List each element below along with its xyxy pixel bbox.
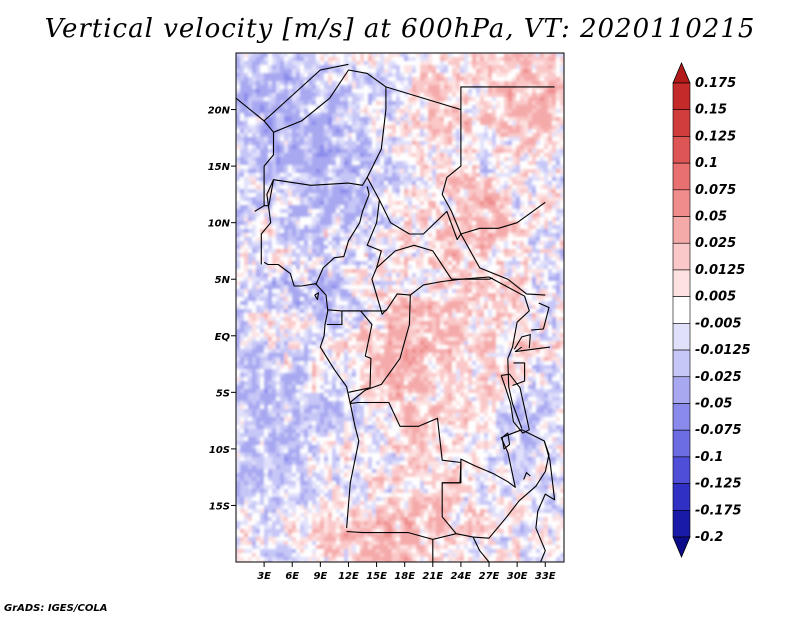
border-line [260, 179, 275, 265]
colorbar-swatch [672, 162, 691, 191]
colorbar-label: -0.2 [695, 530, 723, 545]
border-line [341, 310, 373, 393]
colorbar-swatch [672, 296, 691, 324]
border-line [531, 302, 550, 331]
colorbar-label: 0.075 [695, 183, 736, 198]
lat-tick-label: 10S [209, 445, 230, 456]
border-line [460, 201, 546, 235]
lat-tick-label: 10N [208, 219, 231, 230]
colorbar-swatch [672, 189, 691, 217]
colorbar-label: 0.005 [695, 290, 736, 305]
lat-tick-label: 5N [215, 275, 231, 286]
colorbar-swatch [672, 136, 691, 164]
border-line [263, 63, 349, 122]
latitude-axis: 20N 15N 10N 5N EQ 5S 10S 15S [208, 106, 236, 512]
colorbar-swatch [672, 509, 691, 538]
lon-tick-label: 12E [338, 571, 359, 582]
border-line [263, 261, 360, 529]
colorbar-label: 0.05 [695, 210, 727, 225]
lon-tick-label: 15E [366, 571, 387, 582]
longitude-axis: 3E 6E 9E 12E 15E 18E 21E 24E 27E 30E 33E [257, 562, 556, 582]
colorbar-label: -0.125 [695, 477, 742, 492]
colorbar-swatch [672, 429, 691, 458]
border-line [376, 244, 493, 280]
border-line [349, 293, 411, 405]
vertical-velocity-field [236, 53, 564, 562]
colorbar-label: 0.175 [695, 76, 736, 91]
border-line [512, 362, 526, 387]
lon-tick-label: 21E [422, 571, 443, 582]
border-line [366, 177, 387, 315]
colorbar-swatch [672, 109, 691, 137]
colorbar-label: -0.175 [695, 503, 742, 518]
lat-tick-label: 20N [208, 106, 231, 117]
colorbar-top-arrow [672, 61, 691, 84]
colorbar-label: -0.0125 [695, 343, 751, 358]
colorbar-swatch [672, 323, 691, 351]
chart-title: Vertical velocity [m/s] at 600hPa, VT: 2… [44, 14, 756, 44]
lat-tick-label: 15N [208, 162, 231, 173]
lat-tick-label: EQ [215, 332, 231, 343]
colorbar-label: -0.075 [695, 423, 742, 438]
lon-tick-label: 18E [394, 571, 415, 582]
lon-tick-label: 33E [535, 571, 556, 582]
border-line [442, 429, 550, 539]
border-line [409, 276, 530, 429]
border-line [472, 536, 490, 562]
colorbar-label: 0.15 [695, 103, 727, 118]
colorbar-label: -0.1 [695, 450, 723, 465]
border-line [385, 86, 555, 111]
border-line [326, 310, 343, 326]
border-line [500, 373, 530, 434]
colorbar-swatch [672, 456, 691, 484]
colorbar-legend: 0.175 0.15 0.125 0.1 0.075 0.05 0.025 0.0125 0.0… [672, 61, 751, 559]
colorbar-label: -0.025 [695, 370, 742, 385]
grads-credit: GrADS: IGES/COLA [4, 603, 108, 614]
colorbar-swatch [672, 269, 691, 297]
border-line [535, 440, 556, 562]
border-line [346, 530, 457, 540]
colorbar-label: -0.005 [695, 316, 742, 331]
border-line [314, 292, 320, 301]
border-line [315, 186, 370, 286]
border-line [264, 69, 387, 207]
lon-tick-label: 24E [451, 571, 472, 582]
border-line [514, 346, 550, 353]
map-frame [235, 52, 565, 563]
colorbar-swatch [672, 403, 691, 431]
colorbar-swatch [672, 82, 691, 111]
colorbar-label: -0.05 [695, 396, 732, 411]
border-line [501, 432, 511, 450]
colorbar-label: 0.125 [695, 129, 736, 144]
border-line [460, 233, 546, 296]
lon-tick-label: 6E [285, 571, 299, 582]
border-line [441, 109, 462, 235]
border-line [523, 472, 531, 480]
colorbar-swatch [672, 349, 691, 378]
lon-tick-label: 9E [313, 571, 327, 582]
lon-tick-label: 27E [479, 571, 500, 582]
colorbar-label: 0.0125 [695, 263, 745, 278]
colorbar-swatch [672, 376, 691, 404]
colorbar-swatch [672, 216, 691, 244]
colorbar-swatch [672, 242, 691, 271]
border-line [350, 401, 474, 538]
lon-tick-label: 30E [507, 571, 528, 582]
colorbar-swatch [672, 483, 691, 511]
border-line [513, 334, 531, 350]
colorbar-label: 0.025 [695, 236, 736, 251]
border-line [378, 199, 462, 241]
country-borders [236, 63, 556, 562]
colorbar-bottom-arrow [672, 536, 691, 559]
lat-tick-label: 15S [209, 501, 230, 512]
lat-tick-label: 5S [216, 388, 230, 399]
colorbar-label: 0.1 [695, 156, 718, 171]
lon-tick-label: 3E [257, 571, 271, 582]
